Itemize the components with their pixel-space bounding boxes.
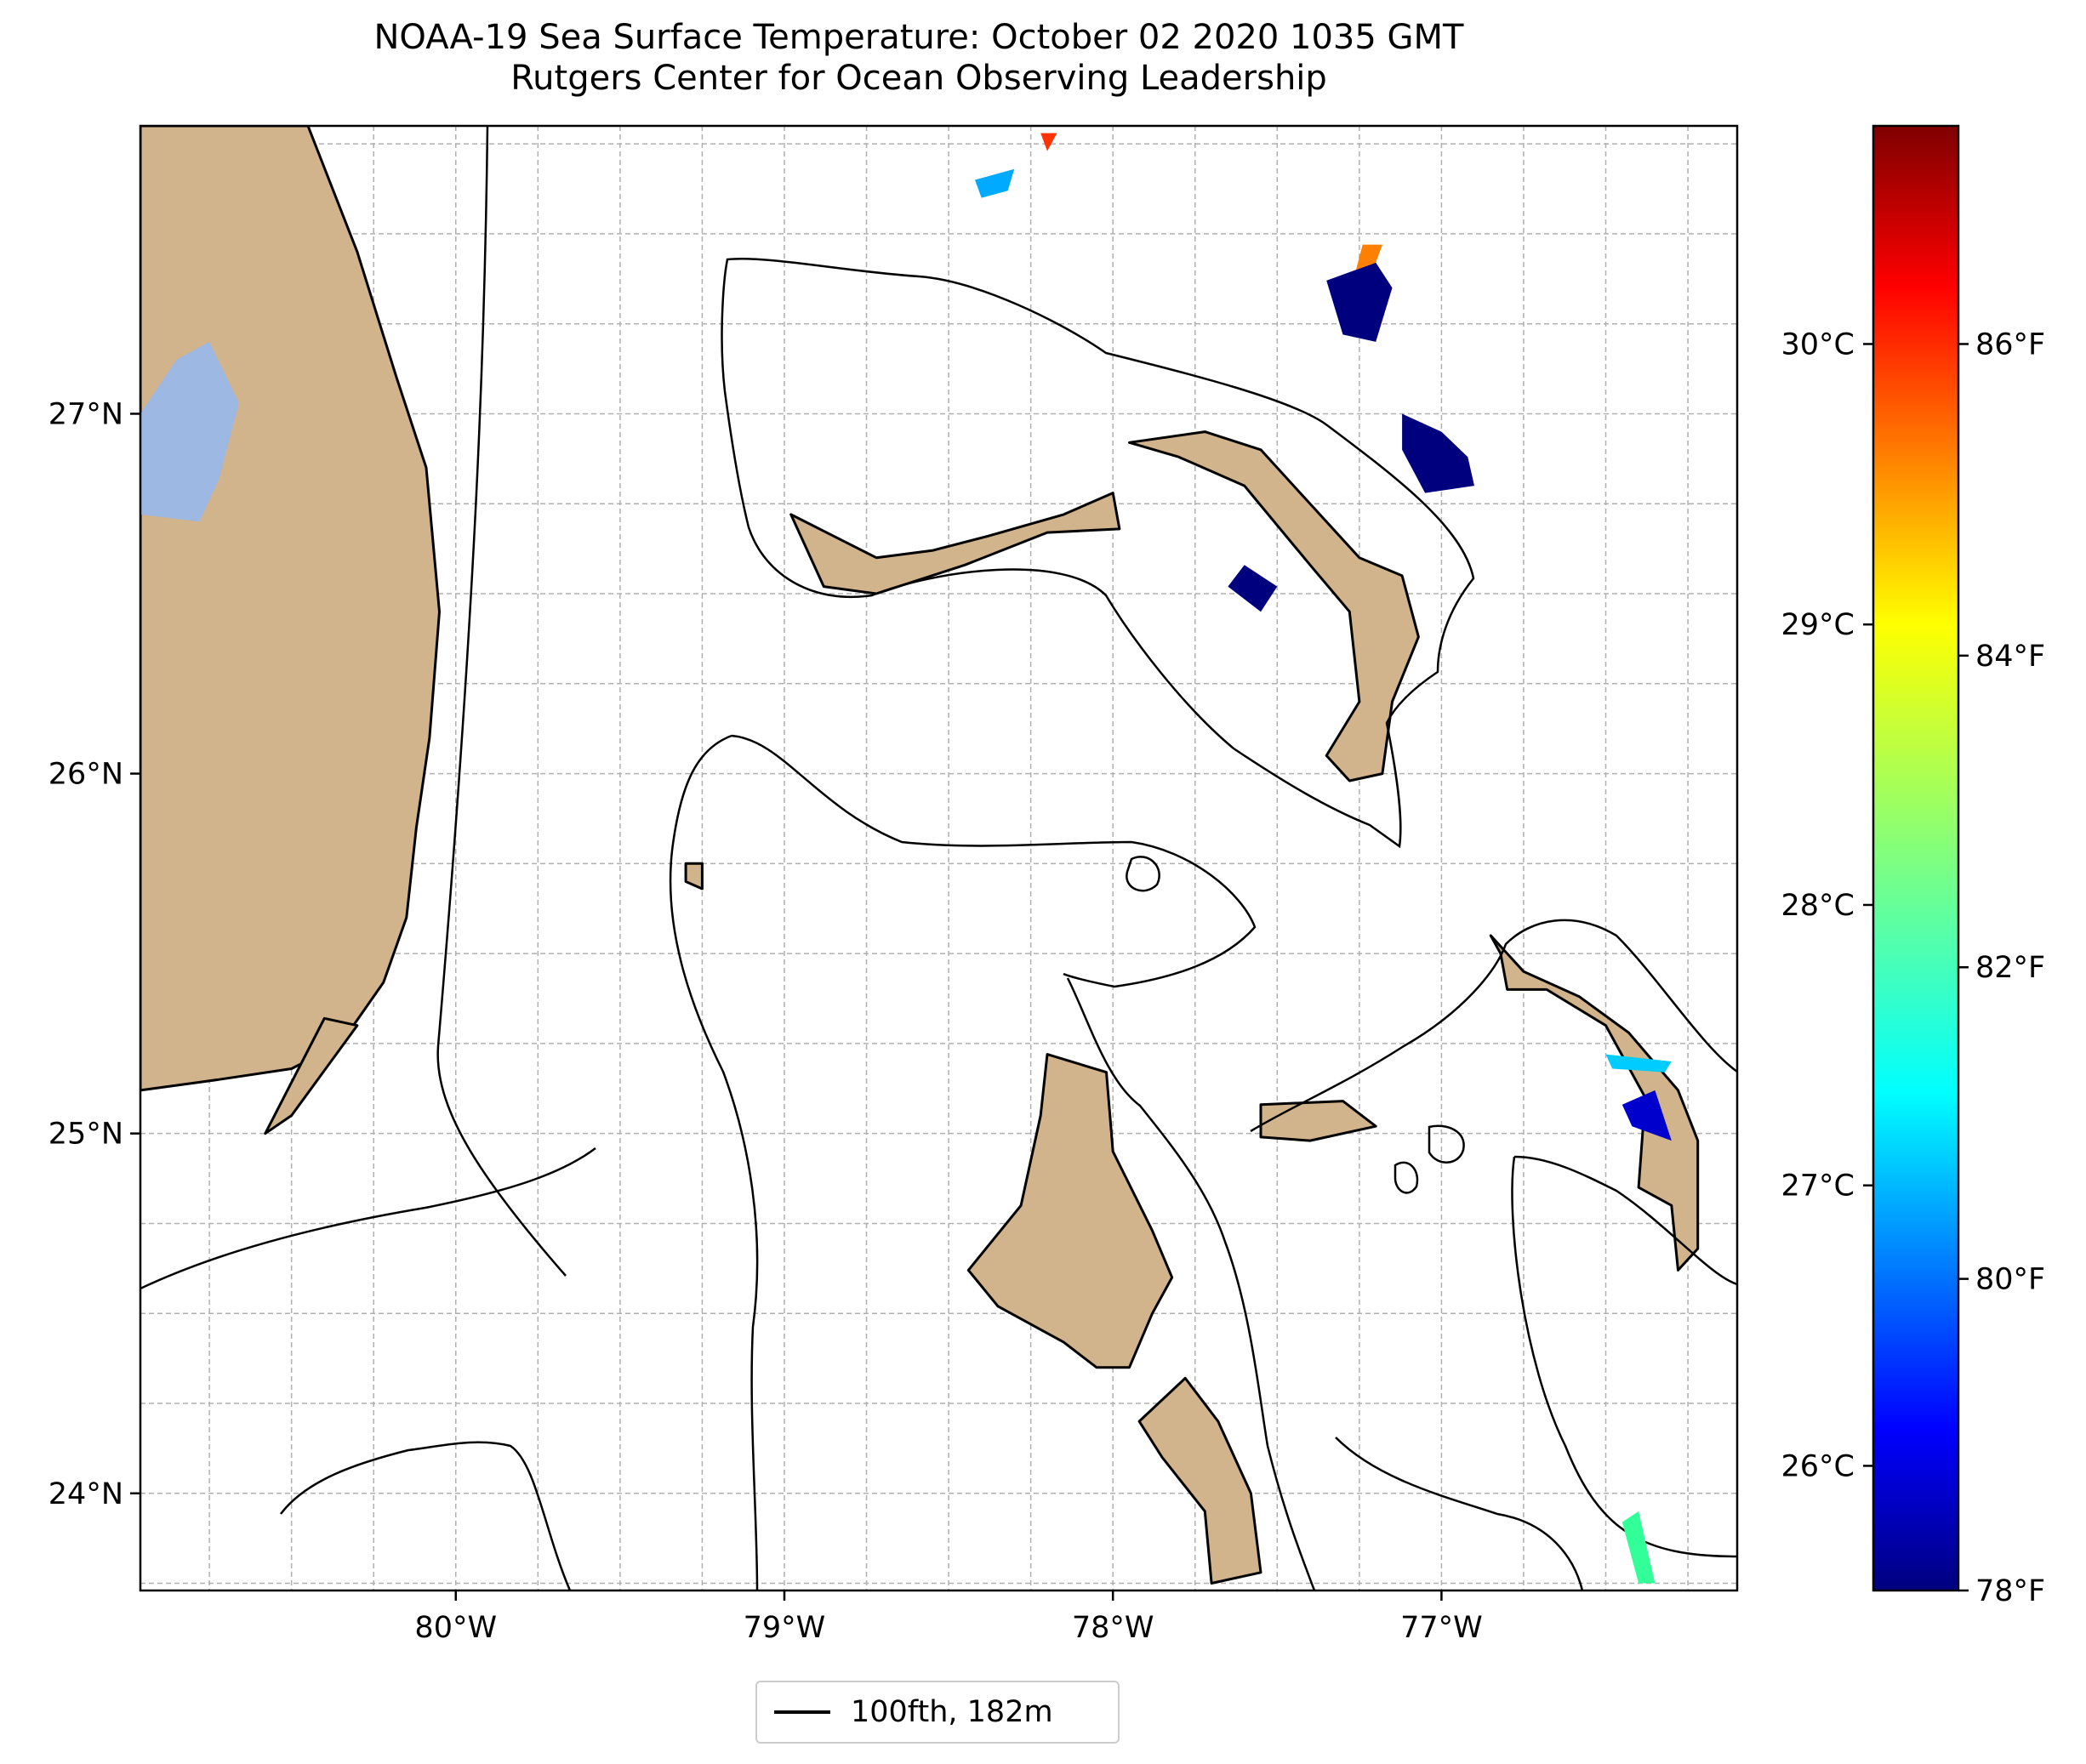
fahrenheit-tick-label: 78°F <box>1975 1574 2045 1608</box>
contour-line <box>721 257 1475 849</box>
contour-line <box>1335 1437 1584 1590</box>
lake-okeechobee <box>140 341 239 522</box>
fahrenheit-tick-label: 80°F <box>1975 1263 2045 1297</box>
legend: 100fth, 182m <box>755 1681 1120 1744</box>
contour-line <box>731 734 1257 988</box>
sst-patch <box>1326 262 1393 342</box>
lat-tick-label: 27°N <box>48 397 123 431</box>
contour-line <box>1250 919 1737 1133</box>
celsius-tick-label: 26°C <box>1781 1449 1855 1483</box>
colorbar-frame <box>1872 124 1960 1592</box>
sst-patch <box>1356 244 1382 270</box>
landmass-florida-keys <box>264 1016 359 1135</box>
map-title: NOAA-19 Sea Surface Temperature: October… <box>0 17 1838 99</box>
axis-ticks: 80°W 79°W 78°W 77°W 24°N 25°N 26°N 27°N <box>48 397 1483 1645</box>
celsius-tick-label: 27°C <box>1781 1169 1855 1204</box>
fahrenheit-tick-label: 82°F <box>1975 951 2045 985</box>
sst-patch <box>1228 565 1278 612</box>
contour-line <box>1066 977 1316 1590</box>
contour-line <box>1513 1155 1737 1286</box>
fahrenheit-tick-label: 86°F <box>1975 327 2045 361</box>
contour-line <box>1511 1156 1737 1558</box>
sst-patch <box>1621 1511 1656 1584</box>
sst-patch <box>1402 413 1474 493</box>
sst-data-layer <box>975 133 1672 1584</box>
fahrenheit-tick-label: 84°F <box>1975 640 2045 674</box>
colorbar-gradient <box>1873 126 1958 1590</box>
sst-patch <box>1040 133 1057 151</box>
contour-line <box>140 1147 596 1290</box>
map-plot-area: 80°W 79°W 78°W 77°W 24°N 25°N 26°N 27°N <box>48 124 1739 1645</box>
legend-label: 100fth, 182m <box>851 1695 1053 1729</box>
landmass-abaco <box>1128 430 1420 782</box>
celsius-tick-label: 29°C <box>1781 608 1855 642</box>
contour-line <box>1394 1161 1419 1194</box>
landmass-grand-bahama <box>789 492 1121 595</box>
contour-line <box>669 734 759 1590</box>
sst-patch <box>975 168 1015 198</box>
lat-tick-label: 26°N <box>48 758 123 792</box>
celsius-tick-label: 30°C <box>1781 327 1855 361</box>
land-layer <box>140 126 1700 1585</box>
colorbar-ticks: 26°C 27°C 28°C 29°C 30°C 78°F 80°F 82°F 84°F 86°F <box>1781 327 2046 1608</box>
lat-tick-label: 24°N <box>48 1477 123 1511</box>
isobath-contours <box>140 126 1737 1590</box>
map-frame <box>139 124 1739 1592</box>
contour-line <box>280 1441 572 1590</box>
colorbar: 26°C 27°C 28°C 29°C 30°C 78°F 80°F 82°F 84°F 86°F <box>1781 124 2046 1608</box>
lat-tick-label: 25°N <box>48 1118 123 1152</box>
landmass-new-providence <box>1259 1100 1377 1142</box>
sst-patch <box>1621 1090 1672 1141</box>
title-line-1: NOAA-19 Sea Surface Temperature: October… <box>373 18 1464 57</box>
contour-line <box>436 126 567 1277</box>
lon-tick-label: 77°W <box>1400 1611 1483 1645</box>
title-line-2: Rutgers Center for Ocean Observing Leade… <box>510 59 1327 98</box>
landmass-andros <box>966 1053 1174 1369</box>
contour-line <box>1126 856 1160 892</box>
lon-tick-label: 80°W <box>414 1611 497 1645</box>
celsius-tick-label: 28°C <box>1781 889 1855 923</box>
lon-tick-label: 78°W <box>1072 1611 1154 1645</box>
landmass-andros-south <box>1137 1376 1262 1585</box>
legend-line-swatch <box>774 1710 830 1714</box>
lon-tick-label: 79°W <box>744 1611 826 1645</box>
landmass-bimini <box>684 862 704 891</box>
contour-line <box>1428 1124 1465 1164</box>
sst-patch <box>1605 1054 1672 1073</box>
